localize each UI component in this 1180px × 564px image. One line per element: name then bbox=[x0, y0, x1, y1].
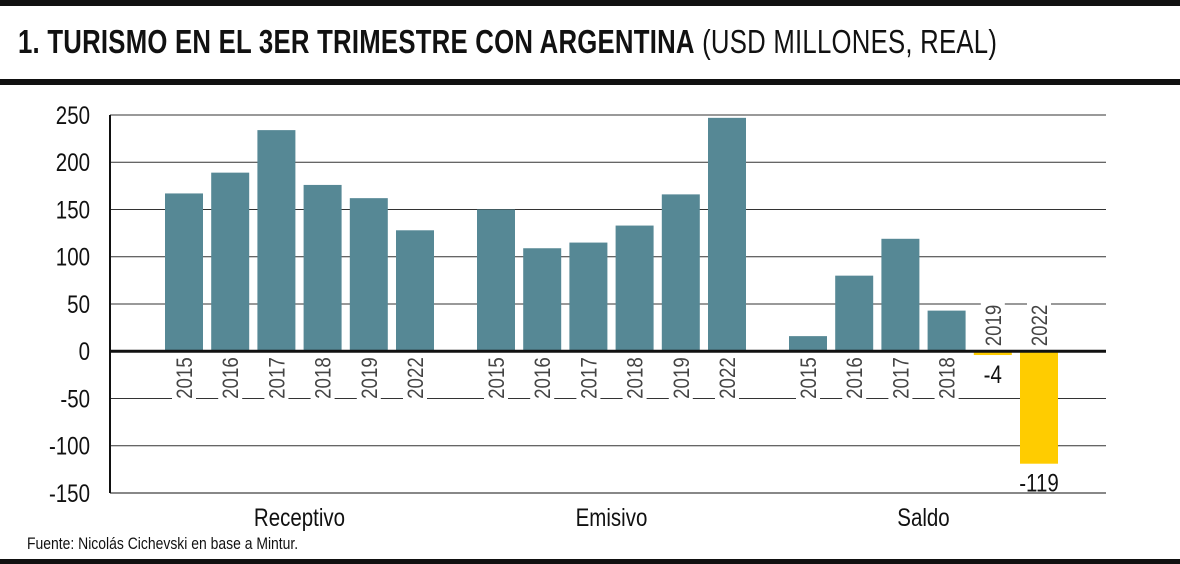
year-label: 2019 bbox=[358, 357, 382, 399]
bar bbox=[303, 184, 342, 352]
year-label-bg bbox=[576, 357, 601, 418]
bar bbox=[789, 336, 827, 352]
y-tick-label: 200 bbox=[56, 148, 90, 176]
year-label: 2017 bbox=[266, 357, 290, 399]
bar bbox=[396, 230, 434, 352]
y-tick-label: 150 bbox=[56, 196, 90, 224]
source-note: Fuente: Nicolás Cichevski en base a Mint… bbox=[27, 534, 299, 553]
group-label: Saldo bbox=[897, 503, 949, 531]
bar bbox=[835, 275, 874, 352]
bottom-rule bbox=[0, 559, 1180, 564]
year-label-bg bbox=[218, 357, 243, 418]
bar bbox=[881, 238, 920, 352]
y-tick-label: -150 bbox=[49, 479, 90, 507]
y-tick-label: 50 bbox=[67, 290, 90, 318]
year-label-bg bbox=[310, 357, 335, 418]
year-label-bg bbox=[530, 357, 555, 418]
year-label: 2018 bbox=[624, 357, 648, 399]
year-label: 2016 bbox=[532, 357, 556, 399]
data-label: -119 bbox=[1019, 469, 1059, 497]
bar bbox=[165, 193, 203, 352]
year-label-bg bbox=[1027, 290, 1051, 345]
year-label: 2015 bbox=[798, 357, 822, 399]
data-label: -4 bbox=[984, 360, 1002, 388]
bar bbox=[661, 194, 700, 352]
chart-title: 1. TURISMO EN EL 3ER TRIMESTRE CON ARGEN… bbox=[18, 22, 997, 62]
bar bbox=[257, 130, 296, 352]
bar bbox=[708, 117, 746, 352]
group-label: Receptivo bbox=[254, 503, 345, 531]
year-label: 2019 bbox=[670, 357, 694, 399]
year-label-bg bbox=[356, 357, 381, 418]
year-label: 2017 bbox=[578, 357, 602, 399]
bar bbox=[477, 209, 515, 352]
y-tick-label: 250 bbox=[56, 101, 90, 129]
year-label-bg bbox=[484, 357, 508, 418]
bar bbox=[211, 172, 250, 352]
bar bbox=[1020, 351, 1058, 464]
bar bbox=[973, 351, 1012, 356]
data-label-bg bbox=[1013, 469, 1065, 496]
group-label: Emisivo bbox=[576, 503, 648, 531]
year-label: 2016 bbox=[844, 357, 868, 399]
title-bold: 1. TURISMO EN EL 3ER TRIMESTRE CON ARGEN… bbox=[18, 23, 695, 60]
bar bbox=[569, 242, 608, 352]
y-tick-label: -50 bbox=[60, 385, 90, 413]
year-label: 2016 bbox=[220, 357, 244, 399]
bar bbox=[615, 225, 654, 352]
top-rule bbox=[0, 0, 1180, 6]
year-label-bg bbox=[888, 357, 913, 418]
year-label-bg bbox=[264, 357, 289, 418]
year-label: 2018 bbox=[312, 357, 336, 399]
year-label-bg bbox=[980, 290, 1005, 345]
year-label-bg bbox=[172, 357, 196, 418]
y-tick-label: -100 bbox=[49, 432, 90, 460]
year-label: 2017 bbox=[890, 357, 914, 399]
data-label-bg bbox=[966, 361, 1019, 388]
year-label-bg bbox=[715, 357, 739, 418]
year-label-bg bbox=[796, 357, 820, 418]
year-label-bg bbox=[934, 357, 959, 418]
year-label: 2022 bbox=[405, 357, 429, 399]
title-rule bbox=[0, 79, 1180, 85]
year-label: 2015 bbox=[174, 357, 198, 399]
y-tick-label: 100 bbox=[56, 243, 90, 271]
year-label-bg bbox=[403, 357, 427, 418]
year-label-bg bbox=[842, 357, 867, 418]
year-label: 2018 bbox=[936, 357, 960, 399]
title-units: (USD MILLONES, REAL) bbox=[702, 23, 998, 60]
year-label-bg bbox=[668, 357, 693, 418]
year-label-bg bbox=[622, 357, 647, 418]
bar bbox=[927, 310, 966, 352]
year-label: 2019 bbox=[982, 305, 1006, 347]
year-label: 2015 bbox=[486, 357, 510, 399]
year-label: 2022 bbox=[717, 357, 741, 399]
year-label: 2022 bbox=[1029, 305, 1053, 347]
bar bbox=[349, 198, 388, 352]
bar bbox=[523, 248, 562, 352]
y-tick-label: 0 bbox=[79, 337, 90, 365]
